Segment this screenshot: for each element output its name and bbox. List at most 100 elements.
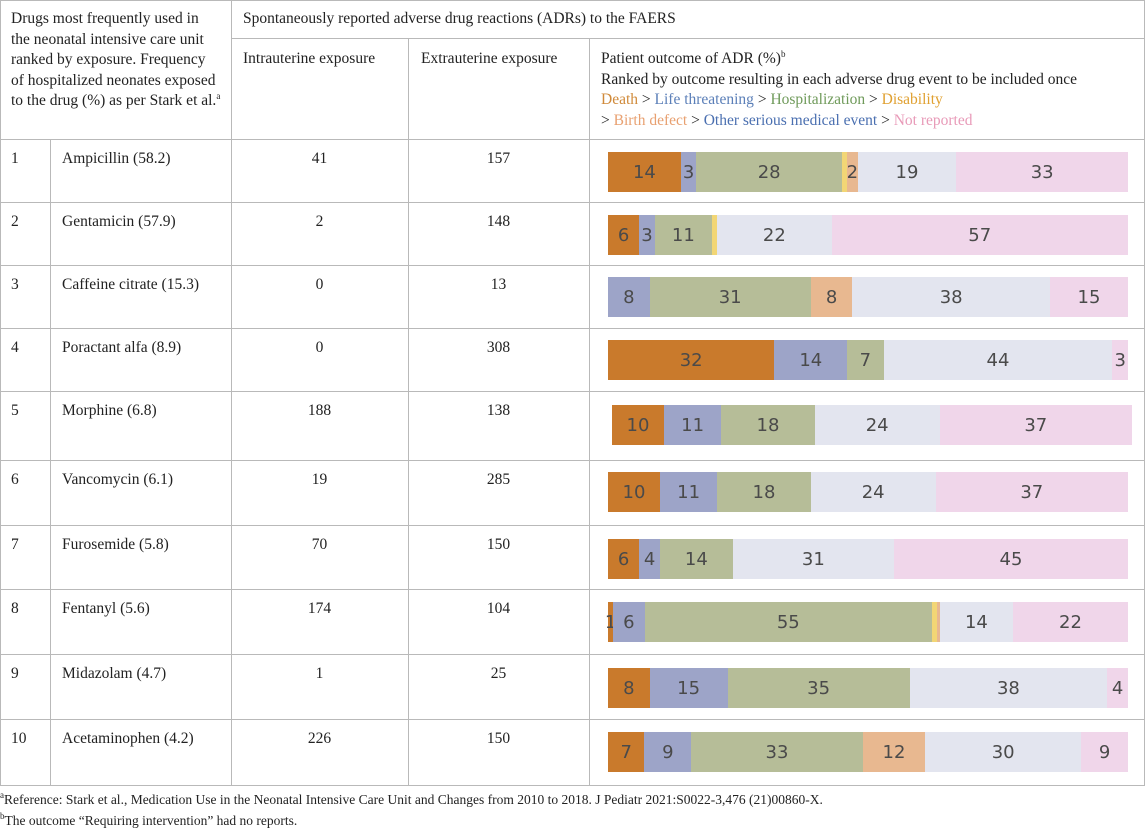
row-intrauterine: 174 — [307, 600, 332, 617]
legend-birth-defect: Birth defect — [613, 111, 688, 129]
row-intrauterine: 0 — [315, 339, 324, 356]
row-extrauterine: 25 — [490, 665, 507, 682]
bar-segment-not-reported: 3 — [1112, 340, 1128, 380]
row-extrauterine: 148 — [486, 213, 511, 230]
outcome-bar: 14 3 28 2 19 33 — [608, 152, 1128, 192]
footnote-b: bThe outcome “Requiring intervention” ha… — [0, 812, 297, 830]
bar-segment-death: 1 — [605, 602, 616, 642]
bar-segment-other-serious: 44 — [883, 340, 1113, 380]
row-rank: 10 — [11, 730, 27, 747]
outcome-bar: 6 4 14 31 45 — [608, 539, 1128, 579]
row-extrauterine: 157 — [486, 150, 511, 167]
bar-segment-not-reported: 9 — [1081, 732, 1128, 772]
bar-segment-other-serious: 24 — [810, 472, 936, 512]
bar-segment-death: 14 — [608, 152, 681, 192]
bar-segment-life-threatening: 6 — [613, 602, 645, 642]
row-rank: 1 — [11, 150, 19, 167]
bar-segment-disability — [841, 152, 848, 192]
row-intrauterine: 1 — [315, 665, 324, 682]
legend-death: Death — [601, 91, 639, 108]
row-drug: Caffeine citrate (15.3) — [62, 276, 199, 293]
bar-segment-death: 7 — [608, 732, 645, 772]
row-extrauterine: 285 — [486, 471, 511, 488]
footnote-b-marker: b — [0, 811, 5, 821]
bar-segment-birth-defect: 2 — [847, 152, 858, 192]
bar-segment-disability — [931, 602, 938, 642]
legend-other-serious: Other serious medical event — [703, 111, 878, 129]
header-col1-line-5: to the drug (%) as per Stark et al. — [11, 92, 217, 109]
row-drug: Gentamicin (57.9) — [62, 213, 176, 230]
legend-not-reported: Not reported — [893, 111, 973, 129]
bar-segment-death: 6 — [608, 539, 640, 579]
bar-segment-not-reported: 37 — [935, 472, 1128, 512]
bar-segment-life-threatening: 15 — [649, 668, 728, 708]
footnote-marker-a: a — [216, 91, 221, 101]
row-rank: 5 — [11, 402, 19, 419]
legend-separator: > — [641, 91, 651, 108]
bar-segment-not-reported: 45 — [893, 539, 1128, 579]
row-extrauterine: 150 — [486, 730, 511, 747]
row-rank: 8 — [11, 600, 19, 617]
header-col1: Drugs most frequently used in the neonat… — [11, 9, 220, 112]
header-group-title: Spontaneously reported adverse drug reac… — [243, 10, 676, 27]
row-intrauterine: 41 — [311, 150, 328, 167]
bar-segment-hospitalization: 55 — [644, 602, 932, 642]
outcome-bar: 10 11 18 24 37 — [612, 405, 1132, 445]
row-drug: Poractant alfa (8.9) — [62, 339, 182, 356]
bar-segment-life-threatening: 11 — [660, 472, 718, 512]
row-intrauterine: 188 — [307, 402, 332, 419]
row-extrauterine: 308 — [486, 339, 511, 356]
bar-segment-hospitalization: 31 — [649, 277, 811, 317]
outcome-bar: 8 31 8 38 15 — [608, 277, 1128, 317]
bar-segment-other-serious: 19 — [857, 152, 957, 192]
bar-segment-birth-defect — [937, 602, 940, 642]
row-intrauterine: 70 — [311, 536, 328, 553]
legend-separator: > — [881, 111, 890, 129]
footnote-marker-b: b — [780, 49, 786, 59]
outcome-bar: 8 15 35 38 4 — [608, 668, 1128, 708]
bar-segment-other-serious: 38 — [852, 277, 1050, 317]
footnote-a: aReference: Stark et al., Medication Use… — [0, 791, 823, 809]
row-rank: 9 — [11, 665, 19, 682]
header-extrauterine: Extrauterine exposure — [421, 50, 558, 67]
outcome-bar: 1 6 55 14 22 — [605, 602, 1128, 642]
bar-segment-other-serious: 30 — [925, 732, 1082, 772]
row-drug: Vancomycin (6.1) — [62, 471, 174, 488]
row-intrauterine: 0 — [315, 276, 324, 293]
row-intrauterine: 2 — [315, 213, 324, 230]
outcome-title: Patient outcome of ADR (%) — [601, 50, 781, 67]
bar-segment-other-serious: 31 — [732, 539, 894, 579]
header-col1-line-1: Drugs most frequently used in — [11, 10, 199, 27]
bar-segment-hospitalization: 7 — [847, 340, 884, 380]
bar-segment-disability — [711, 215, 718, 255]
row-rank: 3 — [11, 276, 19, 293]
bar-segment-life-threatening: 14 — [774, 340, 848, 380]
bar-segment-hospitalization: 18 — [721, 405, 815, 445]
legend-separator: > — [757, 91, 767, 108]
bar-segment-death: 6 — [608, 215, 640, 255]
bar-segment-birth-defect: 8 — [810, 277, 853, 317]
bar-segment-not-reported: 15 — [1049, 277, 1128, 317]
outcome-bar: 6 3 11 22 57 — [608, 215, 1128, 255]
legend-separator: > — [601, 111, 610, 129]
row-extrauterine: 138 — [486, 402, 511, 419]
bar-segment-hospitalization: 18 — [717, 472, 811, 512]
row-drug: Fentanyl (5.6) — [62, 600, 150, 617]
outcome-bar: 10 11 18 24 37 — [608, 472, 1128, 512]
row-extrauterine: 13 — [490, 276, 507, 293]
header-col1-line-3: ranked by exposure. Frequency — [11, 51, 206, 68]
row-drug: Furosemide (5.8) — [62, 536, 169, 553]
outcome-legend-line-2: > Birth defect > Other serious medical e… — [601, 111, 1077, 132]
bar-segment-death: 10 — [612, 405, 664, 445]
bar-segment-life-threatening: 3 — [639, 215, 655, 255]
header-outcome: Patient outcome of ADR (%)b Ranked by ou… — [601, 49, 1077, 131]
bar-segment-life-threatening: 11 — [664, 405, 722, 445]
header-intrauterine: Intrauterine exposure — [243, 50, 376, 67]
bar-segment-birth-defect: 12 — [862, 732, 926, 772]
legend-disability: Disability — [881, 91, 943, 108]
bar-segment-hospitalization: 35 — [727, 668, 910, 708]
bar-segment-hospitalization: 11 — [654, 215, 712, 255]
bar-segment-other-serious: 24 — [814, 405, 940, 445]
legend-separator: > — [869, 91, 878, 108]
outcome-subtitle: Ranked by outcome resulting in each adve… — [601, 70, 1078, 88]
